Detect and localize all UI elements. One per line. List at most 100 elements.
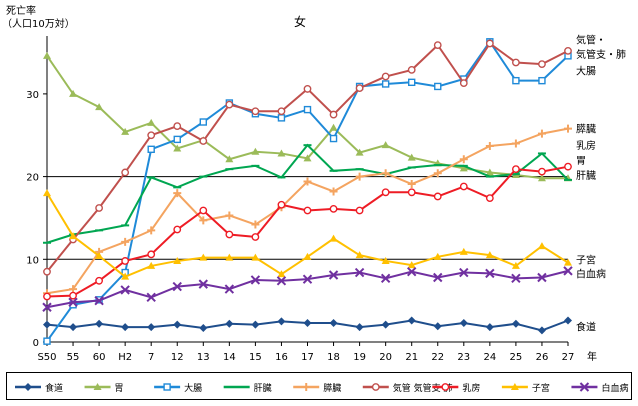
series-end-label: 膵臓 — [576, 124, 596, 136]
data-point — [303, 105, 312, 114]
data-point — [251, 320, 260, 329]
data-point — [224, 284, 235, 294]
data-point — [511, 273, 521, 284]
data-point — [355, 172, 364, 181]
data-point — [329, 204, 338, 213]
data-point — [199, 216, 208, 225]
data-point — [43, 337, 51, 345]
series-end-label: 大腸 — [576, 65, 596, 78]
legend-label: 乳房 — [462, 382, 480, 394]
data-point — [277, 114, 286, 122]
data-point — [199, 206, 208, 215]
series-0 — [43, 316, 572, 335]
legend-marker — [441, 383, 450, 391]
data-point — [563, 266, 573, 276]
data-point — [485, 39, 494, 48]
x-tick-label: 27 — [562, 352, 575, 363]
data-point — [407, 316, 416, 325]
legend-label: 膵臓 — [323, 383, 341, 394]
x-tick-label: 26 — [536, 352, 549, 363]
legend-marker — [163, 383, 171, 391]
data-point — [121, 237, 130, 246]
data-point — [43, 51, 51, 59]
data-point — [147, 118, 156, 126]
x-tick-label: 13 — [197, 352, 210, 363]
series-end-label: 食道 — [576, 320, 596, 333]
data-point — [251, 233, 260, 241]
series-1 — [43, 51, 572, 182]
data-point — [354, 267, 365, 278]
data-point — [173, 189, 182, 198]
data-point — [199, 253, 208, 261]
data-point — [407, 153, 416, 161]
data-point — [173, 320, 182, 329]
data-point — [225, 100, 234, 109]
data-point — [485, 268, 495, 279]
data-point — [276, 276, 287, 286]
data-point — [485, 251, 494, 259]
data-point — [381, 320, 390, 329]
x-tick-label: 19 — [353, 352, 366, 363]
data-point — [459, 247, 468, 255]
data-point — [94, 295, 104, 306]
legend-label: 子宮 — [532, 382, 550, 394]
data-point — [147, 145, 155, 154]
data-point — [121, 323, 130, 332]
data-point — [459, 182, 468, 191]
data-point — [302, 274, 313, 284]
data-point — [120, 285, 130, 295]
x-tick-label: 20 — [379, 352, 392, 363]
data-point — [538, 167, 546, 176]
data-point — [303, 177, 312, 186]
data-point — [459, 79, 468, 88]
data-point — [198, 279, 209, 289]
series-3 — [43, 143, 572, 244]
legend-marker — [93, 383, 102, 390]
data-point — [329, 110, 338, 119]
series-end-label: 気管・ — [576, 33, 606, 46]
data-point — [564, 162, 572, 171]
data-point — [381, 169, 390, 178]
x-tick-label: 18 — [327, 352, 340, 363]
data-point — [512, 76, 520, 85]
data-point — [512, 165, 520, 174]
chart-title: 女 — [294, 14, 306, 29]
legend-marker — [302, 383, 311, 391]
y-axis-label-line2: （人口10万対） — [2, 17, 75, 30]
data-point — [121, 272, 130, 280]
data-point — [42, 302, 52, 312]
x-tick-label: 23 — [457, 352, 470, 363]
data-point — [146, 292, 156, 303]
x-tick-label: 7 — [148, 352, 154, 363]
data-point — [69, 89, 78, 97]
data-point — [485, 168, 494, 176]
legend-marker — [371, 383, 380, 391]
data-point — [511, 139, 520, 148]
gridlines — [47, 176, 568, 260]
data-point — [173, 225, 182, 234]
x-tick-label: S50 — [37, 352, 56, 363]
data-point — [433, 252, 442, 260]
data-point — [329, 187, 338, 196]
legend-item: 膵臓 — [293, 383, 341, 394]
data-point — [459, 318, 468, 327]
data-point — [69, 323, 78, 332]
legend-label: 白血病 — [601, 382, 628, 394]
data-point — [433, 192, 442, 201]
data-point — [380, 273, 391, 284]
data-point — [69, 285, 78, 294]
series-5 — [43, 39, 572, 276]
data-point — [173, 144, 182, 152]
data-point — [381, 188, 390, 197]
data-point — [511, 319, 520, 328]
data-point — [381, 72, 390, 81]
data-point — [564, 124, 572, 133]
series-end-label: 子宮 — [576, 253, 596, 266]
x-unit-label: 年 — [587, 350, 597, 363]
data-point — [433, 272, 443, 283]
data-point — [329, 134, 338, 143]
data-point — [147, 250, 156, 259]
data-point — [95, 276, 104, 285]
data-point — [68, 297, 78, 308]
legend-label: 胃 — [115, 383, 124, 394]
